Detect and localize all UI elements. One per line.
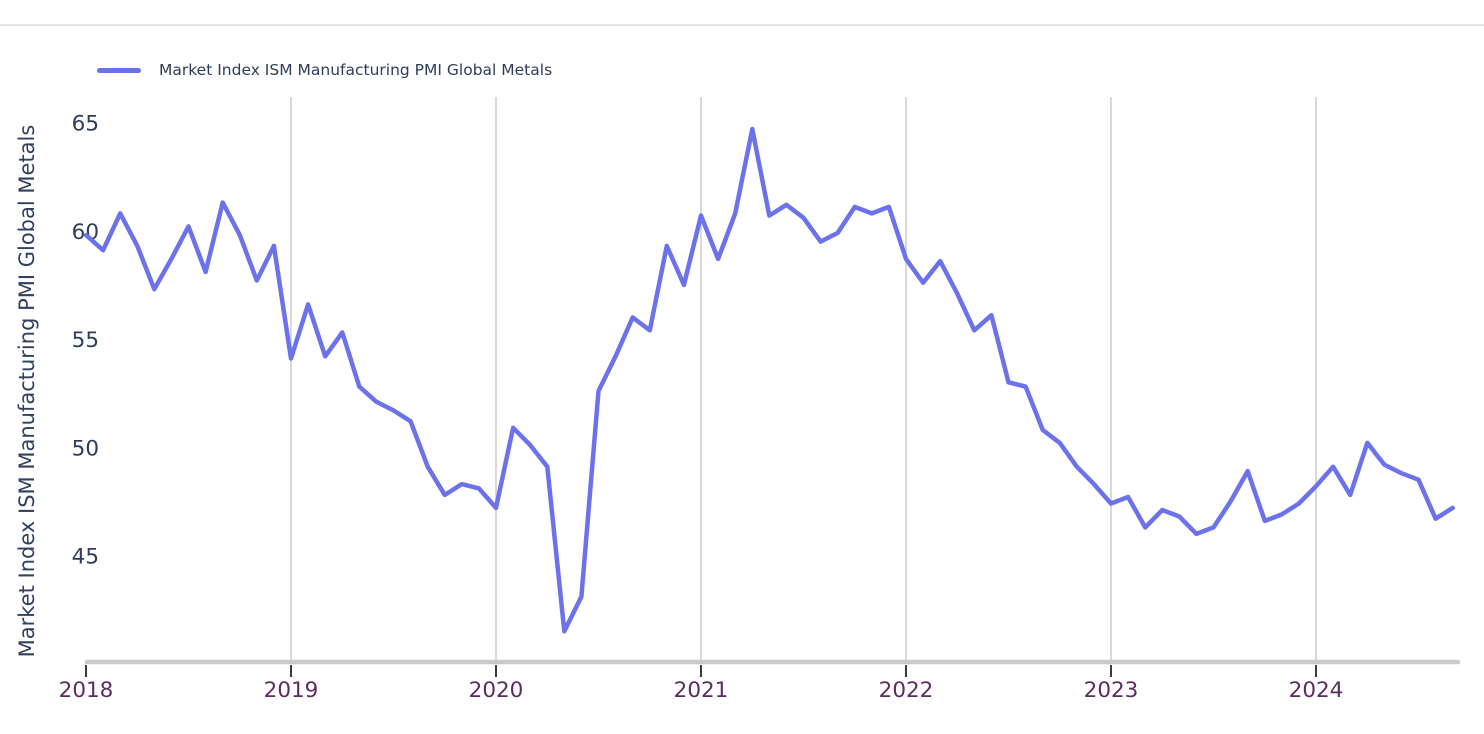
x-tick-label: 2019 — [264, 678, 319, 703]
y-tick-label: 55 — [72, 328, 99, 353]
pmi-data-line — [83, 126, 1455, 634]
x-tick-label: 2024 — [1289, 678, 1344, 703]
x-tick-label: 2022 — [879, 678, 934, 703]
top-divider — [0, 24, 1484, 26]
y-tick-label: 50 — [72, 436, 99, 461]
y-tick-label: 45 — [72, 545, 99, 570]
x-tick-label: 2021 — [674, 678, 729, 703]
legend-label: Market Index ISM Manufacturing PMI Globa… — [159, 61, 553, 79]
legend-item[interactable]: Market Index ISM Manufacturing PMI Globa… — [97, 61, 552, 79]
x-tick-label: 2018 — [59, 678, 114, 703]
legend-line-swatch — [97, 67, 141, 73]
y-tick-label: 65 — [72, 112, 99, 137]
x-tick-label: 2020 — [469, 678, 524, 703]
x-tick-label: 2023 — [1084, 678, 1139, 703]
